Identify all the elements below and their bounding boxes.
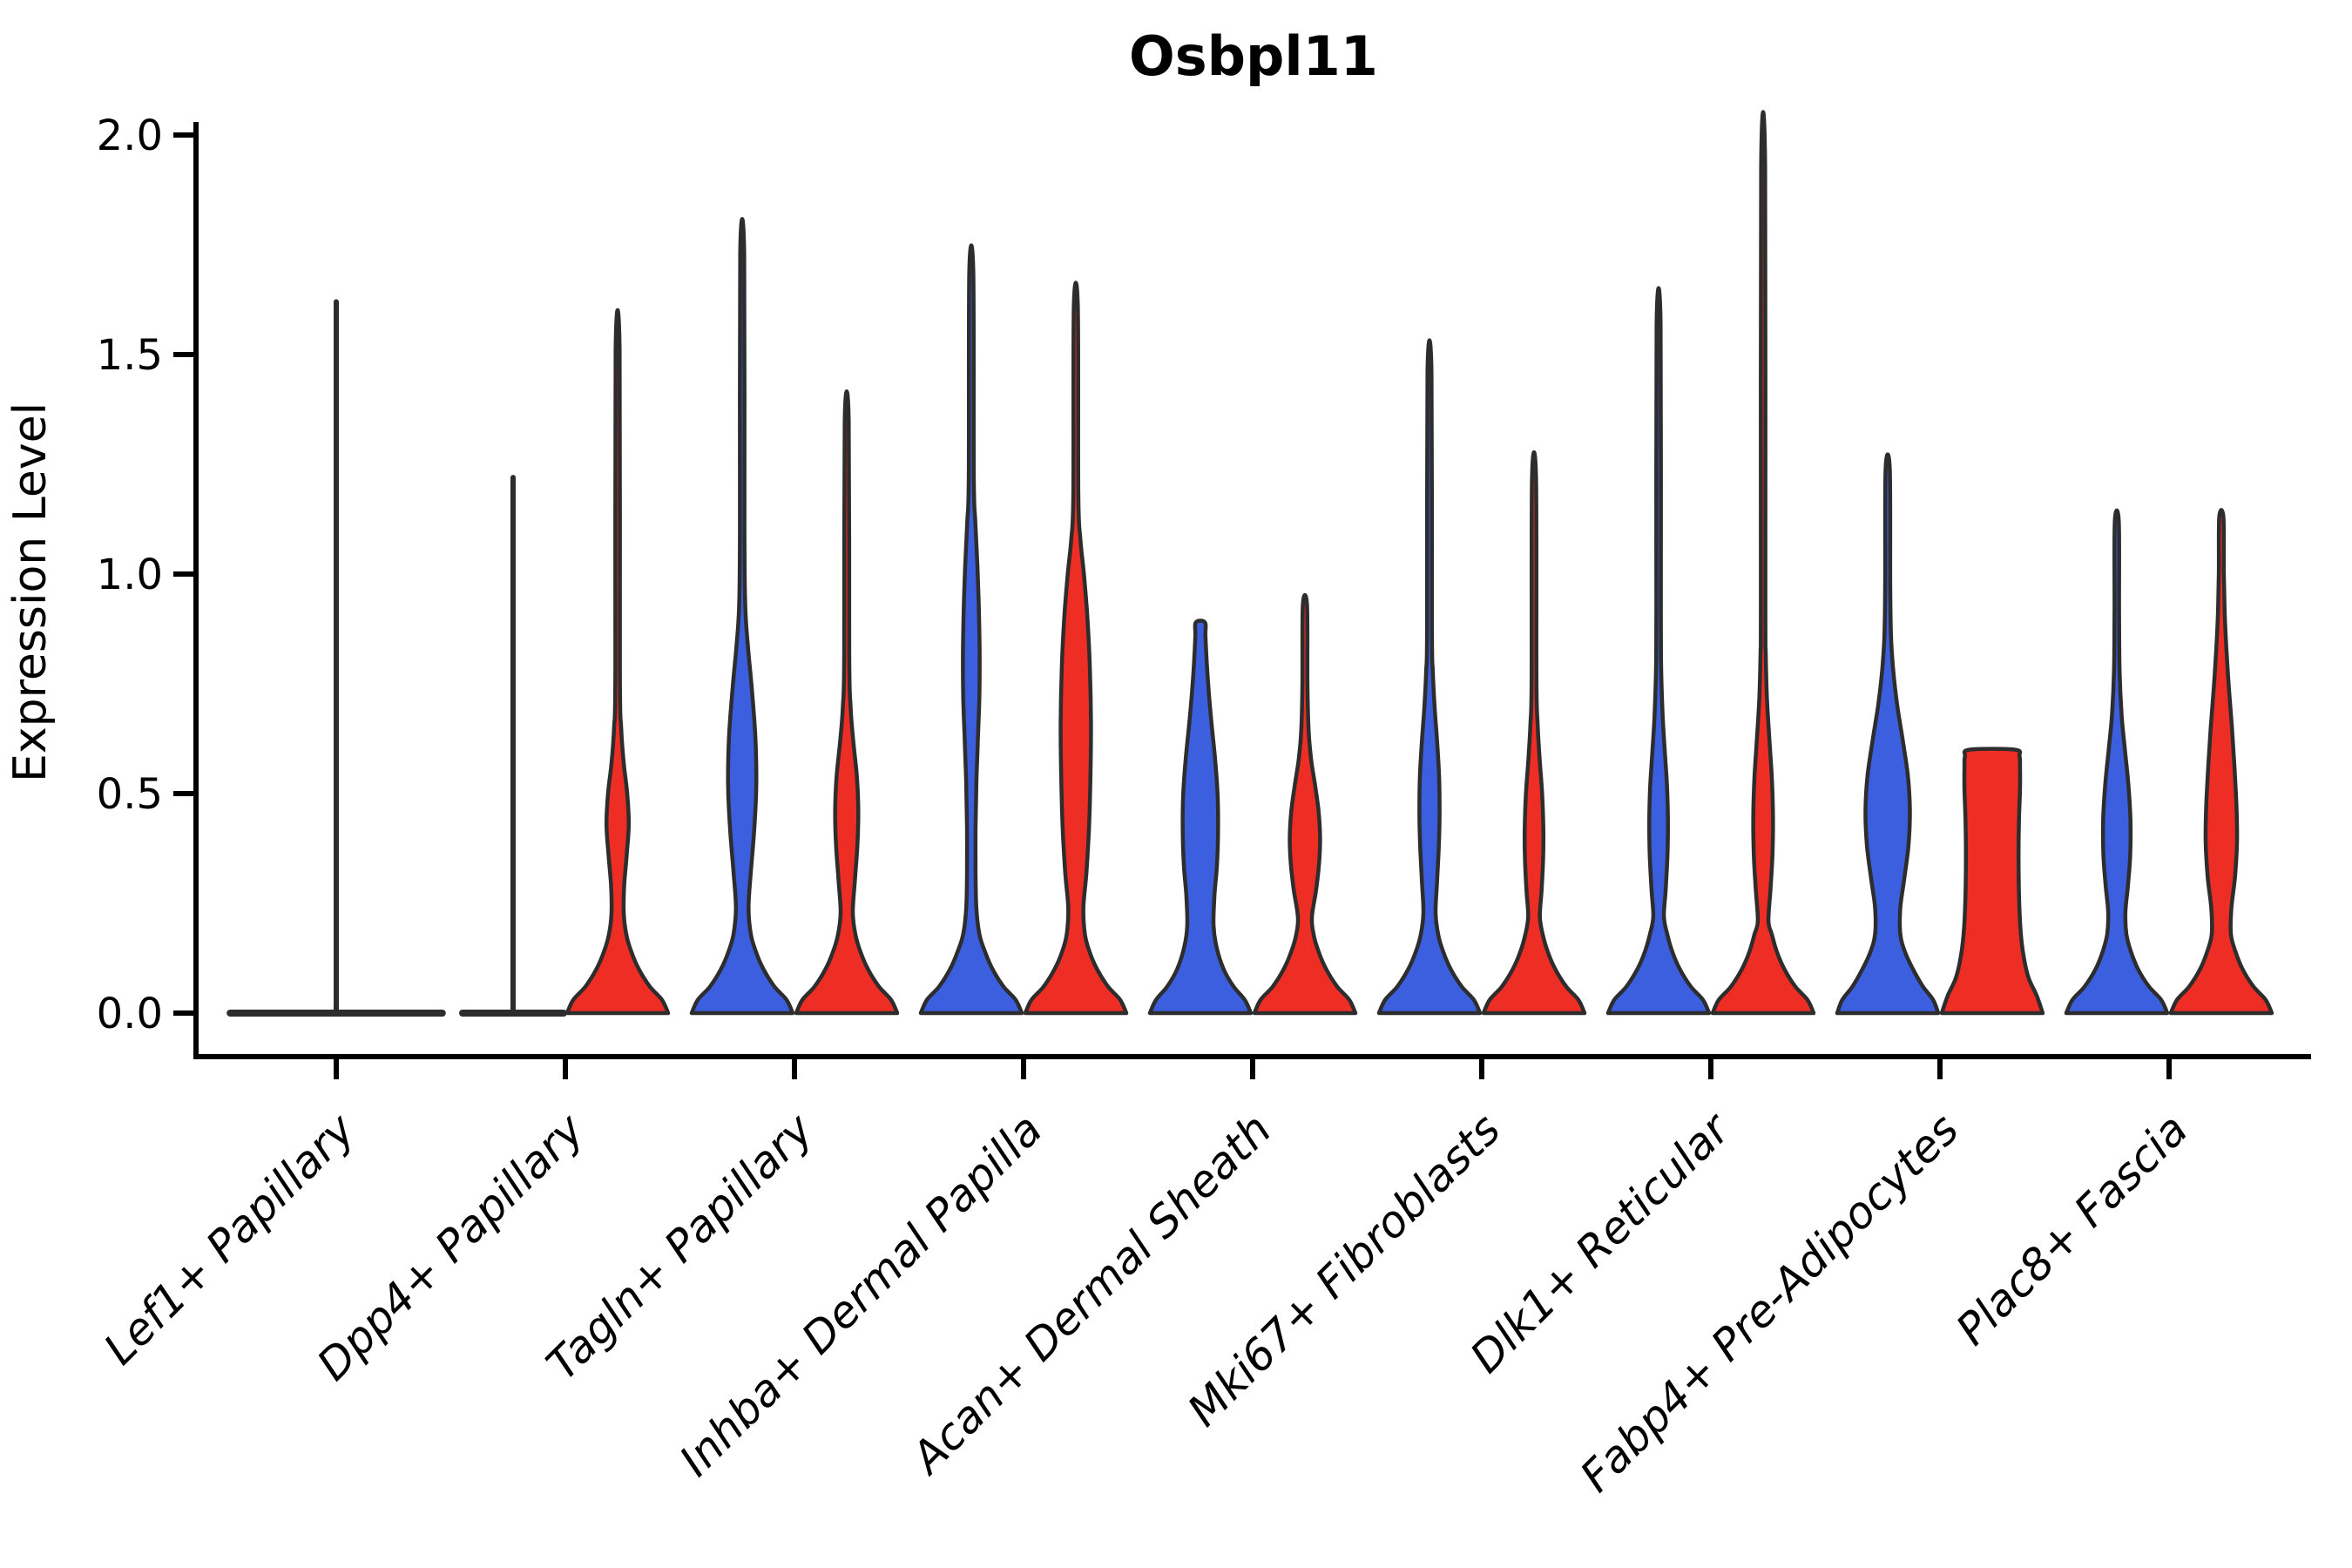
violin-red-7 bbox=[1939, 747, 2045, 1016]
y-tick-label: 0.5 bbox=[97, 770, 163, 819]
x-tick-label: Acan+ Dermal Sheath bbox=[901, 1104, 1281, 1484]
violin-blue-5 bbox=[1376, 338, 1483, 1016]
violin-blue-8 bbox=[2064, 508, 2170, 1016]
y-tick-label: 1.5 bbox=[97, 331, 163, 380]
violin-blue-3 bbox=[918, 243, 1024, 1016]
x-tick-label: Lef1+ Papillary bbox=[94, 1103, 365, 1374]
violins-layer bbox=[226, 110, 2274, 1017]
y-tick-label: 2.0 bbox=[97, 112, 163, 160]
x-tick-label: Plac8+ Fascia bbox=[1947, 1104, 2198, 1355]
y-tick-label: 1.0 bbox=[97, 551, 163, 599]
violin-red-5 bbox=[1481, 450, 1587, 1016]
violin-blue-6 bbox=[1605, 286, 1712, 1016]
y-axis-label: Expression Level bbox=[4, 402, 57, 782]
violin-blue-4 bbox=[1147, 618, 1254, 1016]
violin-red-2 bbox=[794, 389, 900, 1016]
violin-blue-2 bbox=[689, 217, 795, 1016]
chart-title: Osbpl11 bbox=[1129, 24, 1378, 88]
violin-red-1 bbox=[564, 308, 671, 1016]
violin-red-6 bbox=[1710, 110, 1816, 1016]
x-tick-label: Inhba+ Dermal Papilla bbox=[670, 1104, 1051, 1485]
violin-red-4 bbox=[1252, 592, 1358, 1016]
x-tick-label: Fabp4+ Pre-Adipocytes bbox=[1571, 1104, 1969, 1502]
axes-layer bbox=[173, 122, 2311, 1079]
violin-blue-7 bbox=[1835, 452, 1941, 1016]
y-tick-label: 0.0 bbox=[97, 990, 163, 1038]
violin-red-3 bbox=[1023, 280, 1129, 1016]
violin-red-8 bbox=[2168, 508, 2274, 1016]
